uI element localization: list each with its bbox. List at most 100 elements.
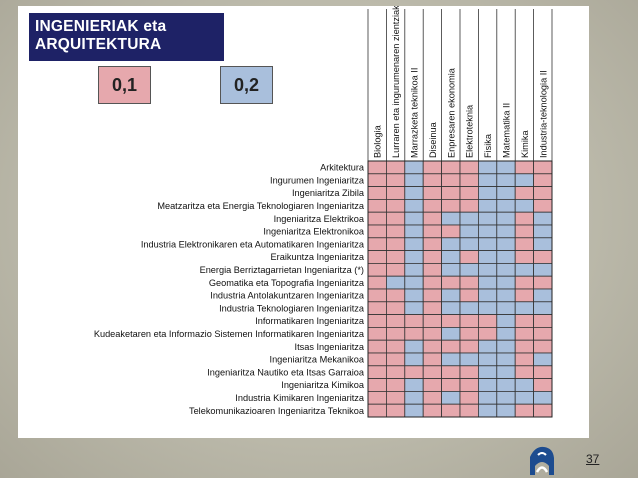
- matrix-cell-red: [459, 198, 479, 213]
- matrix-cell-red: [533, 365, 553, 379]
- matrix-cell-red: [422, 301, 443, 315]
- eusko-jaurlaritza-logo-icon: [530, 446, 554, 475]
- matrix-cell-blue: [477, 275, 498, 290]
- matrix-cell-red: [441, 275, 461, 290]
- matrix-cell-blue: [496, 288, 516, 303]
- matrix-cell-blue: [533, 288, 553, 303]
- matrix-cell-red: [367, 250, 387, 264]
- matrix-cell-red: [404, 365, 424, 379]
- matrix-cell-red: [422, 237, 443, 252]
- matrix-cell-red: [385, 339, 406, 354]
- matrix-cell-red: [385, 250, 406, 264]
- column-header: Kimika: [520, 130, 530, 158]
- legend-blue-box: 0,2: [220, 66, 273, 104]
- matrix-cell-blue: [496, 314, 516, 328]
- slide-content: INGENIERIAK eta ARQUITEKTURA 0,1 0,2 Bio…: [18, 6, 589, 438]
- column-header: Lurraren eta ingurumenaren zientziak: [391, 6, 401, 158]
- matrix-cell-red: [533, 326, 553, 341]
- matrix-cell-blue: [477, 160, 498, 175]
- matrix-cell-blue: [533, 262, 553, 277]
- matrix-cell-blue: [404, 250, 424, 264]
- row-label: Meatzaritza eta Energia Teknologiaren In…: [157, 201, 365, 211]
- matrix-cell-blue: [496, 390, 516, 405]
- matrix-cell-red: [385, 403, 406, 418]
- matrix-cell-red: [367, 237, 387, 252]
- matrix-cell-blue: [477, 339, 498, 354]
- matrix-cell-red: [367, 378, 387, 392]
- row-label: Itsas Ingeniaritza: [295, 342, 365, 352]
- matrix-cell-blue: [404, 403, 424, 418]
- matrix-cell-red: [404, 314, 424, 328]
- matrix-cell-blue: [514, 173, 535, 188]
- matrix-cell-red: [533, 160, 553, 175]
- matrix-cell-blue: [404, 186, 424, 200]
- row-label: Ingeniaritza Kimikoa: [281, 380, 365, 390]
- matrix-cell-red: [459, 275, 479, 290]
- column-header: Diseinua: [428, 121, 438, 158]
- matrix-cell-red: [422, 352, 443, 367]
- row-label: Energia Berriztagarrietan Ingeniaritza (…: [200, 265, 364, 275]
- matrix-cell-blue: [404, 262, 424, 277]
- legend-red-box: 0,1: [98, 66, 151, 104]
- column-header: Biologia: [373, 124, 383, 158]
- row-label: Geomatika eta Topografia Ingeniaritza: [209, 278, 365, 288]
- matrix-cell-blue: [404, 390, 424, 405]
- matrix-cell-blue: [404, 173, 424, 188]
- matrix-cell-blue: [496, 352, 516, 367]
- row-label: Industria Antolakuntzaren Ingeniaritza: [210, 291, 365, 301]
- matrix-cell-red: [459, 173, 479, 188]
- matrix-cell-red: [422, 198, 443, 213]
- matrix-cell-red: [385, 352, 406, 367]
- matrix-cell-blue: [496, 173, 516, 188]
- matrix-cell-red: [459, 390, 479, 405]
- matrix-cell-blue: [496, 160, 516, 175]
- matrix-cell-red: [385, 365, 406, 379]
- matrix-cell-blue: [477, 211, 498, 226]
- row-label: Ingurumen Ingeniaritza: [270, 175, 365, 185]
- matrix-cell-blue: [404, 288, 424, 303]
- matrix-cell-red: [441, 198, 461, 213]
- matrix-cell-red: [514, 275, 535, 290]
- row-label: Informatikaren Ingeniaritza: [255, 316, 365, 326]
- matrix-cell-blue: [404, 378, 424, 392]
- row-label: Kudeaketaren eta Informazio Sistemen Inf…: [94, 329, 365, 339]
- matrix-cell-blue: [404, 198, 424, 213]
- matrix-cell-red: [385, 211, 406, 226]
- matrix-cell-blue: [459, 237, 479, 252]
- matrix-cell-blue: [533, 224, 553, 239]
- matrix-cell-red: [367, 160, 387, 175]
- matrix-cell-red: [385, 173, 406, 188]
- matrix-cell-blue: [477, 186, 498, 200]
- matrix-cell-red: [385, 390, 406, 405]
- matrix-cell-red: [422, 326, 443, 341]
- matrix-cell-red: [367, 365, 387, 379]
- column-header: Industria-teknologia II: [538, 70, 548, 158]
- matrix-cell-blue: [477, 390, 498, 405]
- matrix-cell-red: [459, 365, 479, 379]
- matrix-cell-red: [459, 339, 479, 354]
- matrix-cell-blue: [496, 301, 516, 315]
- matrix-cell-blue: [459, 262, 479, 277]
- matrix-cell-red: [459, 403, 479, 418]
- matrix-cell-red: [422, 403, 443, 418]
- row-label: Ingeniaritza Zibila: [292, 188, 365, 198]
- matrix-cell-red: [459, 186, 479, 200]
- matrix-cell-blue: [496, 211, 516, 226]
- matrix-cell-red: [367, 211, 387, 226]
- matrix-cell-blue: [441, 390, 461, 405]
- matrix-cell-blue: [533, 352, 553, 367]
- matrix-cell-red: [514, 224, 535, 239]
- matrix-cell-red: [422, 173, 443, 188]
- matrix-cell-red: [533, 186, 553, 200]
- matrix-cell-red: [514, 339, 535, 354]
- matrix-cell-red: [367, 198, 387, 213]
- matrix-cell-red: [385, 237, 406, 252]
- matrix-cell-blue: [477, 198, 498, 213]
- matrix-cell-red: [514, 365, 535, 379]
- matrix-cell-red: [514, 237, 535, 252]
- matrix-cell-blue: [496, 378, 516, 392]
- matrix-cell-red: [441, 314, 461, 328]
- matrix-cell-blue: [477, 250, 498, 264]
- matrix-cell-red: [367, 326, 387, 341]
- matrix-cell-blue: [514, 378, 535, 392]
